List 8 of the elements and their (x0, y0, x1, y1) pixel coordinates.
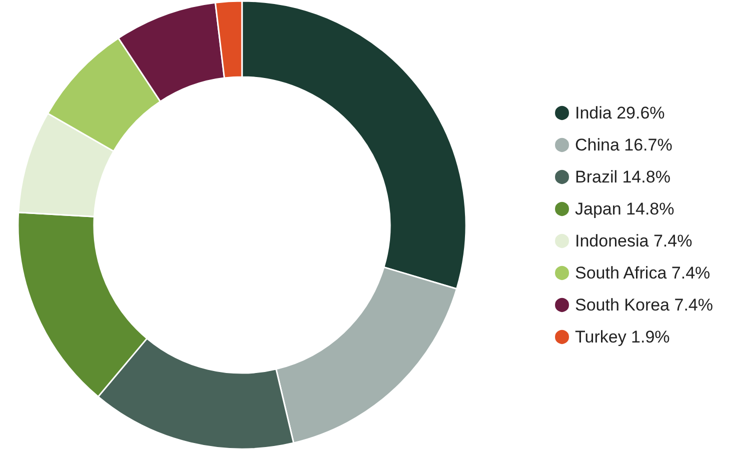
legend-label: Turkey 1.9% (575, 328, 670, 346)
legend-label: India 29.6% (575, 104, 665, 122)
legend-label: Brazil 14.8% (575, 168, 670, 186)
legend-label: South Korea 7.4% (575, 296, 713, 314)
legend-label: South Africa 7.4% (575, 264, 710, 282)
legend-label: Indonesia 7.4% (575, 232, 692, 250)
legend-label: Japan 14.8% (575, 200, 674, 218)
legend-label: China 16.7% (575, 136, 672, 154)
